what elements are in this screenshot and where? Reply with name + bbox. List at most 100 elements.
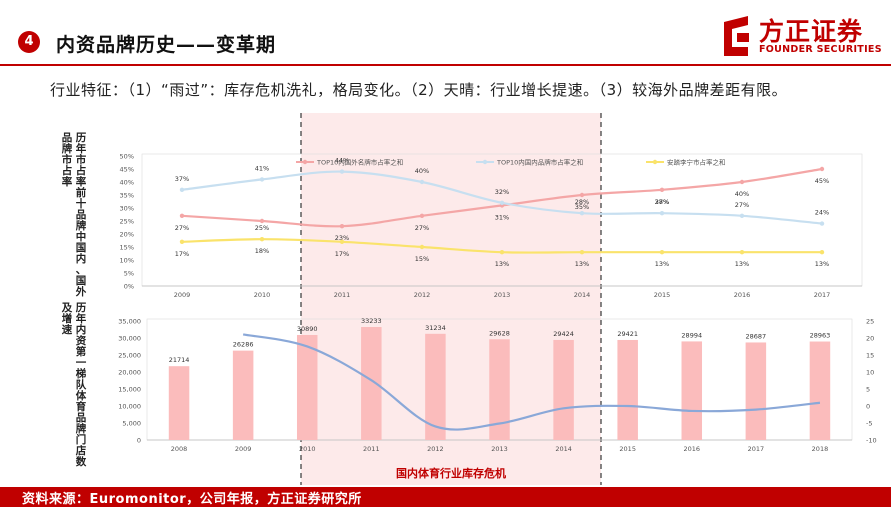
bottom-y2-tick-label: 20 <box>866 335 874 343</box>
source-note: 资料来源：Euromonitor，公司年报，方正证券研究所 <box>22 492 362 507</box>
bottom-x-tick-label: 2014 <box>555 445 572 453</box>
share-series-point <box>739 213 745 218</box>
top-y-tick-label: 40% <box>120 179 134 187</box>
legend-swatch-dot <box>302 159 308 165</box>
share-series-point <box>179 213 185 218</box>
share-data-label: 13% <box>655 260 669 268</box>
store-count-label: 21714 <box>169 356 190 364</box>
logo-english-text: FOUNDER SECURITIES <box>759 44 882 55</box>
share-data-label: 28% <box>655 198 669 206</box>
share-data-label: 37% <box>655 198 669 206</box>
bottom-x-tick-label: 2015 <box>619 445 636 453</box>
bottom-y2-tick-label: 25 <box>866 318 874 326</box>
top-x-tick-label: 2016 <box>734 291 751 299</box>
legend-label: TOP10内国内品牌市占率之和 <box>496 158 583 167</box>
store-count-label: 26286 <box>233 341 254 349</box>
share-data-label: 13% <box>575 260 589 268</box>
top-x-tick-label: 2010 <box>254 291 271 299</box>
share-series-point <box>819 221 825 226</box>
share-data-label: 18% <box>255 247 269 255</box>
top-x-tick-label: 2012 <box>414 291 431 299</box>
share-data-label: 28% <box>575 198 589 206</box>
store-count-bar <box>745 342 767 440</box>
bottom-x-tick-label: 2008 <box>171 445 188 453</box>
bottom-y-tick-label: 10,000 <box>118 403 141 411</box>
bottom-y-tick-label: 25,000 <box>118 352 141 360</box>
legend-swatch-dot <box>482 159 488 165</box>
store-count-bar <box>361 327 382 440</box>
store-count-bar <box>809 341 831 440</box>
share-data-label: 17% <box>175 250 189 258</box>
share-series-point <box>659 250 665 255</box>
share-series-point <box>419 213 425 218</box>
bottom-y2-tick-label: 10 <box>866 369 874 377</box>
share-data-label: 40% <box>735 190 749 198</box>
top-y-tick-label: 45% <box>120 166 134 174</box>
top-y-tick-label: 25% <box>120 218 134 226</box>
store-count-bar <box>232 350 254 440</box>
bottom-y2-tick-label: 15 <box>866 352 874 360</box>
legend-swatch-dot <box>652 159 658 165</box>
footer-bar: 资料来源：Euromonitor，公司年报，方正证券研究所 <box>0 487 891 507</box>
top-label-col2: 品牌市占率 <box>61 132 73 188</box>
store-count-bar <box>425 333 446 440</box>
top-y-tick-label: 20% <box>120 231 134 239</box>
share-series-point <box>339 169 345 174</box>
share-data-label: 17% <box>335 250 349 258</box>
share-series-point <box>819 250 825 255</box>
founder-logo: 方正证券 FOUNDER SECURITIES <box>722 14 887 60</box>
share-series-point <box>819 166 825 172</box>
share-series-point <box>259 177 265 182</box>
bottom-x-tick-label: 2018 <box>812 445 829 453</box>
share-data-label: 25% <box>255 224 269 232</box>
store-count-bar <box>617 339 638 440</box>
share-data-label: 31% <box>495 213 509 221</box>
legend-label: 安踏李宁市占率之和 <box>667 158 726 167</box>
top-y-tick-label: 5% <box>124 270 134 278</box>
share-data-label: 27% <box>175 224 189 232</box>
share-data-label: 27% <box>735 201 749 209</box>
bottom-x-tick-label: 2010 <box>299 445 316 453</box>
bottom-x-tick-label: 2009 <box>235 445 252 453</box>
page-title: 内资品牌历史——变革期 <box>56 34 277 56</box>
share-data-label: 15% <box>415 255 429 263</box>
store-count-label: 33233 <box>361 317 382 325</box>
bottom-y-tick-label: 35,000 <box>118 318 141 326</box>
bottom-y2-tick-label: 0 <box>866 403 870 411</box>
bottom-label-col2: 及增速 <box>61 302 73 336</box>
top-label-col1: 历年市占率前十品牌中国内、国外 <box>75 132 87 298</box>
store-growth-line <box>242 333 821 431</box>
crisis-label: 国内体育行业库存危机 <box>396 466 506 480</box>
bottom-y2-tick-label: -10 <box>866 437 877 445</box>
founder-logo-icon <box>724 16 749 56</box>
store-count-bar <box>168 366 190 440</box>
share-data-label: 32% <box>495 188 509 196</box>
top-x-tick-label: 2009 <box>174 291 191 299</box>
share-series-point <box>579 250 585 255</box>
store-count-label: 29424 <box>553 330 574 338</box>
top-x-tick-label: 2017 <box>814 291 831 299</box>
bottom-y2-tick-label: -5 <box>866 420 872 428</box>
share-data-label: 40% <box>415 167 429 175</box>
header-divider <box>0 64 891 66</box>
store-count-label: 30890 <box>297 325 318 333</box>
store-count-label: 28963 <box>810 332 831 340</box>
top-x-tick-label: 2014 <box>574 291 591 299</box>
share-series-point <box>179 187 185 192</box>
store-count-label: 29628 <box>489 329 510 337</box>
top-y-tick-label: 15% <box>120 244 134 252</box>
share-data-label: 13% <box>495 260 509 268</box>
bottom-y-tick-label: 20,000 <box>118 369 141 377</box>
bottom-y-tick-label: 0 <box>137 437 141 445</box>
bottom-x-tick-label: 2012 <box>427 445 444 453</box>
share-data-label: 27% <box>415 224 429 232</box>
bottom-x-tick-label: 2013 <box>491 445 508 453</box>
bottom-x-tick-label: 2011 <box>363 445 380 453</box>
bottom-label-col1: 历年内资第一梯队体育品牌门店数 <box>75 302 87 468</box>
top-y-tick-label: 10% <box>120 257 134 265</box>
share-data-label: 37% <box>175 175 189 183</box>
legend-label: TOP10内国外名牌市占率之和 <box>316 158 403 167</box>
share-series-point <box>739 179 745 185</box>
crisis-highlight-band <box>301 113 601 485</box>
